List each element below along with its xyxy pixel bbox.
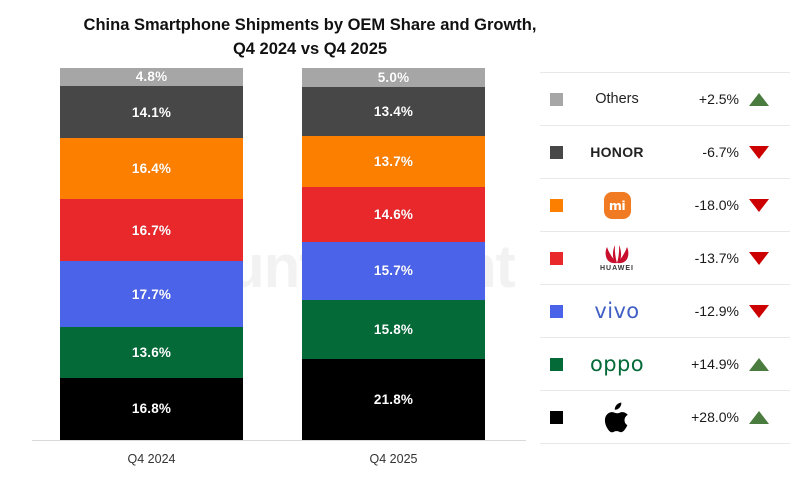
legend-brand-huawei: HUAWEI <box>563 232 671 284</box>
bar-segment-apple[interactable]: 21.8% <box>302 358 485 440</box>
bar-segment-value-label: 15.8% <box>373 321 414 337</box>
legend-panel: Others +2.5% HONOR -6.7% mi -18.0% HUAWEI -13.7… <box>540 72 790 444</box>
bar-segment-value-label: 4.8% <box>135 69 168 85</box>
bar-segment-value-label: 16.4% <box>131 161 172 177</box>
x-axis-label-q4-2024: Q4 2024 <box>127 452 176 466</box>
legend-growth-value: +2.5% <box>698 91 739 107</box>
oppo-logo-icon: oppo <box>590 352 644 376</box>
bar-segment-others[interactable]: 4.8% <box>60 68 243 86</box>
arrow-down-icon <box>749 198 769 212</box>
bar-segment-value-label: 17.7% <box>131 286 172 302</box>
legend-swatch-icon <box>550 410 563 424</box>
bar-segment-honor[interactable]: 14.1% <box>60 85 243 139</box>
bar-segment-oppo[interactable]: 13.6% <box>60 326 243 378</box>
legend-growth-value: -18.0% <box>694 197 739 213</box>
arrow-up-icon <box>749 410 769 424</box>
legend-brand-label: HUAWEI <box>600 265 634 272</box>
bar-segment-others[interactable]: 5.0% <box>302 68 485 87</box>
chart-title-line-2: Q4 2024 vs Q4 2025 <box>232 39 388 58</box>
legend-swatch-icon <box>550 251 563 265</box>
x-axis-line <box>32 440 526 441</box>
stacked-bar-q4-2025[interactable]: 5.0% 13.4% 13.7% 14.6% 15.7% 15.8% 21.8% <box>302 68 485 440</box>
bar-segment-value-label: 16.7% <box>131 222 172 238</box>
legend-row-mi[interactable]: mi -18.0% <box>540 178 790 231</box>
legend-growth-value: -13.7% <box>694 250 739 266</box>
plot-area: 4.8% 14.1% 16.4% 16.7% 17.7% 13.6% 16.8% 5.0% 1… <box>32 68 526 466</box>
bar-segment-value-label: 21.8% <box>373 391 414 407</box>
bar-segment-value-label: 5.0% <box>377 69 410 85</box>
chart-title: China Smartphone Shipments by OEM Share … <box>60 14 560 62</box>
legend-brand-label: HONOR <box>590 144 644 160</box>
bar-segment-vivo[interactable]: 17.7% <box>60 261 243 327</box>
legend-trend-arrow <box>739 198 779 212</box>
legend-row-huawei[interactable]: HUAWEI -13.7% <box>540 231 790 284</box>
bar-segment-honor[interactable]: 13.4% <box>302 86 485 137</box>
vivo-logo-icon: vivo <box>594 299 640 323</box>
legend-row-honor[interactable]: HONOR -6.7% <box>540 125 790 178</box>
legend-trend-arrow <box>739 251 779 265</box>
legend-growth-value: +28.0% <box>691 409 739 425</box>
arrow-up-icon <box>749 92 769 106</box>
legend-swatch-icon <box>550 198 563 212</box>
bar-segment-value-label: 14.1% <box>131 104 172 120</box>
bar-segment-value-label: 16.8% <box>131 401 172 417</box>
legend-brand-honor: HONOR <box>563 126 671 178</box>
bar-segment-value-label: 14.6% <box>373 207 414 223</box>
legend-brand-mi: mi <box>563 179 671 231</box>
bar-segment-value-label: 13.6% <box>131 344 172 360</box>
legend-swatch-icon <box>550 357 563 371</box>
xiaomi-logo-icon: mi <box>603 191 631 219</box>
legend-brand-vivo: vivo <box>563 285 671 337</box>
arrow-up-icon <box>749 357 769 371</box>
legend-trend-arrow <box>739 357 779 371</box>
legend-growth-value: +14.9% <box>691 356 739 372</box>
stacked-bar-q4-2024[interactable]: 4.8% 14.1% 16.4% 16.7% 17.7% 13.6% 16.8% <box>60 68 243 440</box>
bar-segment-xiaomi[interactable]: 13.7% <box>302 136 485 188</box>
arrow-down-icon <box>749 304 769 318</box>
huawei-logo-icon: HUAWEI <box>600 244 634 272</box>
legend-swatch-icon <box>550 304 563 318</box>
bar-segment-huawei[interactable]: 14.6% <box>302 187 485 242</box>
legend-swatch-icon <box>550 92 563 106</box>
legend-row-oppo[interactable]: oppo +14.9% <box>540 337 790 390</box>
legend-swatch-icon <box>550 145 563 159</box>
legend-row-apple[interactable]: +28.0% <box>540 390 790 444</box>
legend-brand-oppo: oppo <box>563 338 671 390</box>
legend-row-others[interactable]: Others +2.5% <box>540 72 790 125</box>
bar-segment-value-label: 15.7% <box>373 263 414 279</box>
chart-title-line-1: China Smartphone Shipments by OEM Share … <box>83 16 537 34</box>
legend-trend-arrow <box>739 410 779 424</box>
arrow-down-icon <box>749 251 769 265</box>
bar-segment-oppo[interactable]: 15.8% <box>302 300 485 359</box>
legend-brand-others: Others <box>563 73 671 125</box>
apple-logo-icon <box>604 402 628 432</box>
legend-trend-arrow <box>739 145 779 159</box>
arrow-down-icon <box>749 145 769 159</box>
legend-trend-arrow <box>739 304 779 318</box>
bar-segment-value-label: 13.7% <box>373 154 414 170</box>
bar-segment-apple[interactable]: 16.8% <box>60 377 243 440</box>
x-axis-label-q4-2025: Q4 2025 <box>369 452 418 466</box>
legend-trend-arrow <box>739 92 779 106</box>
bar-segment-vivo[interactable]: 15.7% <box>302 241 485 301</box>
legend-growth-value: -6.7% <box>702 144 739 160</box>
bar-segment-xiaomi[interactable]: 16.4% <box>60 138 243 200</box>
bar-segment-value-label: 13.4% <box>373 104 414 120</box>
legend-brand-apple <box>563 391 671 443</box>
bar-segment-huawei[interactable]: 16.7% <box>60 199 243 262</box>
legend-row-vivo[interactable]: vivo -12.9% <box>540 284 790 337</box>
huawei-petal-icon <box>605 245 629 264</box>
legend-brand-label: Others <box>595 91 639 107</box>
legend-growth-value: -12.9% <box>694 303 739 319</box>
